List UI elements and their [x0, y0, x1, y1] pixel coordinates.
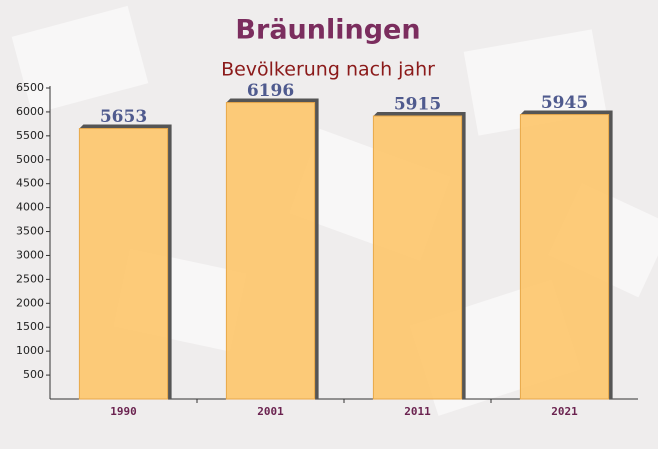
chart-title: Bräunlingen: [235, 15, 420, 46]
bar: [372, 115, 463, 400]
chart-subtitle: Bevölkerung nach jahr: [221, 59, 435, 81]
y-tick-label: 500: [23, 368, 44, 381]
value-label: 5945: [541, 93, 588, 113]
y-tick-label: 4500: [16, 177, 44, 190]
y-tick-label: 2000: [16, 296, 44, 309]
y-tick-label: 3500: [16, 225, 44, 238]
y-tick-label: 5500: [16, 129, 44, 142]
value-label: 5915: [394, 94, 441, 114]
bar: [519, 114, 610, 400]
y-tick-label: 4000: [16, 201, 44, 214]
bar: [78, 128, 169, 400]
y-tick-label: 6500: [16, 81, 44, 94]
value-label: 5653: [100, 107, 147, 127]
y-tick-label: 2500: [16, 272, 44, 285]
x-tick-label: 2021: [551, 405, 578, 418]
x-tick-label: 2001: [257, 405, 284, 418]
x-tick-label: 1990: [110, 405, 137, 418]
value-label: 6196: [247, 81, 294, 101]
y-tick-label: 1000: [16, 344, 44, 357]
y-tick-label: 3000: [16, 248, 44, 261]
y-tick-label: 6000: [16, 105, 44, 118]
y-tick-label: 1500: [16, 320, 44, 333]
x-tick-label: 2011: [404, 405, 431, 418]
y-tick-label: 5000: [16, 153, 44, 166]
bar: [225, 102, 316, 400]
